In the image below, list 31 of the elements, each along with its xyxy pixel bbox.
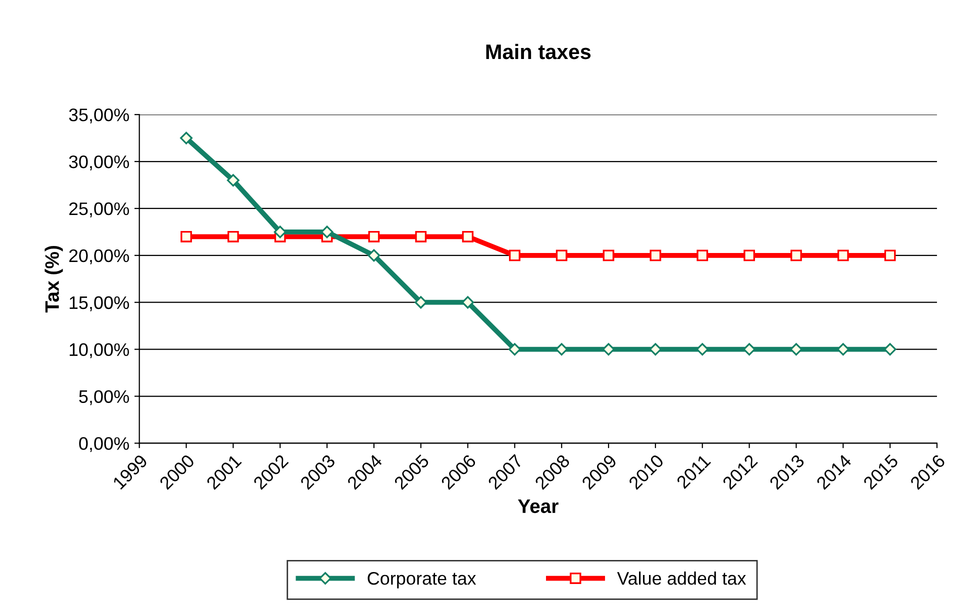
point — [837, 250, 849, 262]
point — [368, 230, 380, 242]
point — [509, 250, 520, 262]
y-tick-label: 10,00% — [70, 343, 129, 358]
y-tick-label: 30,00% — [69, 155, 129, 170]
legend-label: Corporate tax — [368, 572, 476, 588]
y-tick-label: 5,00% — [79, 390, 129, 406]
x-axis-title: Year — [518, 499, 558, 514]
y-axis-title: Tax (%) — [44, 246, 63, 313]
point — [462, 296, 474, 309]
point — [602, 250, 614, 262]
legend-label: Value added tax — [617, 572, 746, 585]
point — [884, 250, 896, 262]
point — [226, 174, 240, 187]
y-tick-label: 0,00% — [79, 437, 129, 452]
chart-title: Main taxes — [486, 44, 591, 60]
y-tick-label: 25,00% — [69, 202, 129, 218]
point — [227, 230, 239, 242]
point — [462, 230, 474, 242]
point — [180, 230, 192, 242]
y-tick-label: 20,00% — [69, 249, 129, 264]
point — [696, 250, 708, 262]
point — [650, 250, 662, 262]
point — [368, 249, 380, 262]
point — [790, 250, 802, 262]
y-tick-label: 15,00% — [70, 296, 129, 312]
point — [415, 230, 427, 242]
point — [180, 132, 192, 144]
point — [744, 250, 755, 262]
point — [556, 250, 568, 262]
y-tick-label: 35,00% — [69, 108, 129, 124]
